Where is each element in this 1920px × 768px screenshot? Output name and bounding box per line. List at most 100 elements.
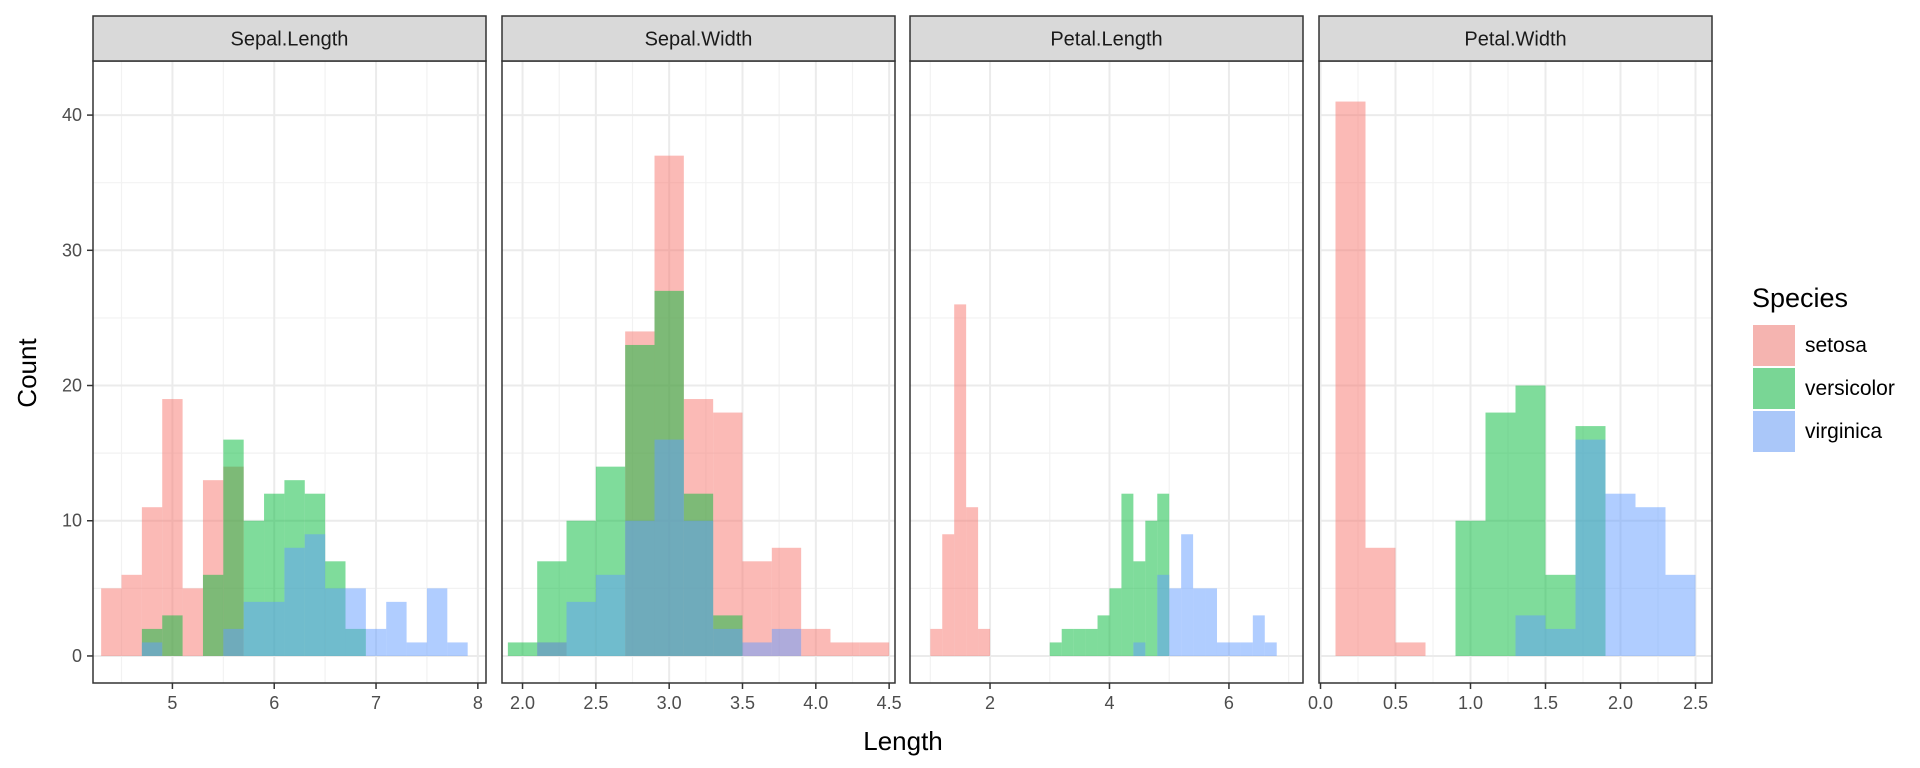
bar-versicolor <box>162 615 183 656</box>
bar-setosa <box>859 642 890 656</box>
legend-swatch <box>1753 325 1795 366</box>
bar-virginica <box>1575 439 1606 656</box>
y-tick-label: 0 <box>72 646 82 666</box>
bar-virginica <box>625 520 655 656</box>
bar-virginica <box>264 601 285 656</box>
x-tick-label: 6 <box>269 693 279 713</box>
bar-setosa <box>930 628 943 656</box>
bar-versicolor <box>1455 520 1486 656</box>
x-tick-label: 4.0 <box>803 693 828 713</box>
bar-versicolor <box>1145 520 1158 656</box>
bar-virginica <box>1169 588 1182 656</box>
bar-virginica <box>1264 642 1277 656</box>
bar-virginica <box>426 588 448 656</box>
facet-petal-length: Petal.Length 2 4 6 <box>909 15 1304 713</box>
x-tick-label: 1.0 <box>1458 693 1483 713</box>
x-axis-title: Length <box>863 726 943 756</box>
bar-virginica <box>1216 642 1229 656</box>
bar-setosa <box>1395 642 1426 656</box>
bar-virginica <box>566 601 596 656</box>
bar-virginica <box>386 601 407 656</box>
x-tick-label: 0.0 <box>1308 693 1333 713</box>
x-tick-label: 7 <box>371 693 381 713</box>
bar-virginica <box>1252 615 1265 656</box>
bar-virginica <box>1665 574 1696 656</box>
bar-versicolor <box>1097 615 1110 656</box>
legend-swatch <box>1753 368 1795 409</box>
facet-petal-width: Petal.Width 0.0 0.5 1.0 1.5 2.0 2.5 <box>1308 15 1713 713</box>
y-tick-label: 20 <box>62 376 82 396</box>
x-tick-label: 2 <box>985 693 995 713</box>
bar-setosa <box>121 574 142 656</box>
bar-virginica <box>406 642 427 656</box>
facet-strip <box>1318 15 1713 62</box>
bar-virginica <box>595 574 626 656</box>
y-axis: 0 10 20 30 40 <box>62 105 93 666</box>
bar-virginica <box>1515 615 1546 656</box>
bar-setosa <box>966 507 979 656</box>
facet-strip-label: Sepal.Length <box>231 29 349 51</box>
y-tick-label: 10 <box>62 511 82 531</box>
bar-setosa <box>182 588 203 656</box>
facet-sepal-length: Sepal.Length 5 6 7 8 <box>92 15 487 713</box>
bar-versicolor <box>1109 588 1122 656</box>
bar-setosa <box>978 628 991 656</box>
bar-virginica <box>1545 628 1576 656</box>
legend-item-versicolor: versicolor <box>1753 368 1895 409</box>
y-tick-label: 40 <box>62 105 82 125</box>
bar-versicolor <box>1515 385 1546 656</box>
x-tick-label: 2.0 <box>1608 693 1633 713</box>
bar-versicolor <box>1061 628 1074 656</box>
x-tick-label: 2.5 <box>1683 693 1708 713</box>
bar-versicolor <box>1073 628 1086 656</box>
facet-strip-label: Petal.Width <box>1464 29 1566 51</box>
legend-title: Species <box>1752 283 1848 313</box>
facet-strip <box>909 15 1304 62</box>
bar-virginica <box>345 588 366 656</box>
bar-virginica <box>243 601 265 656</box>
bar-versicolor <box>202 574 224 656</box>
facet-strip-label: Sepal.Width <box>645 29 753 51</box>
bar-virginica <box>284 547 305 656</box>
y-tick-label: 30 <box>62 240 82 260</box>
x-tick-label: 6 <box>1224 693 1234 713</box>
x-tick-label: 0.5 <box>1383 693 1408 713</box>
facet-panels: Sepal.Length 5 6 7 8 Sepal.Width 2.0 2.5 3.0 3.5 4… <box>92 15 1713 713</box>
x-tick-label: 1.5 <box>1533 693 1558 713</box>
bar-versicolor <box>537 561 567 656</box>
facet-strip-label: Petal.Length <box>1050 29 1162 51</box>
bar-virginica <box>1205 588 1217 656</box>
y-axis-title: Count <box>12 338 42 408</box>
legend-label: virginica <box>1805 420 1882 443</box>
bar-virginica <box>654 439 684 656</box>
bar-virginica <box>365 628 387 656</box>
legend-label: versicolor <box>1805 377 1895 400</box>
bar-setosa <box>801 628 831 656</box>
x-tick-label: 3.0 <box>657 693 682 713</box>
bar-setosa <box>942 534 955 656</box>
bar-versicolor <box>1085 628 1098 656</box>
x-tick-label: 3.5 <box>730 693 755 713</box>
legend-label: setosa <box>1805 334 1867 357</box>
bar-setosa <box>742 561 772 656</box>
bar-setosa <box>954 304 967 656</box>
bar-versicolor <box>1133 561 1146 656</box>
bar-setosa <box>1335 101 1366 656</box>
legend-swatch <box>1753 411 1795 452</box>
bar-setosa <box>1365 547 1396 656</box>
facet-sepal-width: Sepal.Width 2.0 2.5 3.0 3.5 4.0 4.5 <box>501 15 902 713</box>
bar-virginica <box>1133 642 1146 656</box>
bar-virginica <box>447 642 468 656</box>
x-tick-label: 4.5 <box>877 693 902 713</box>
bar-virginica <box>1181 534 1194 656</box>
bar-virginica <box>1228 642 1241 656</box>
x-tick-label: 2.5 <box>583 693 608 713</box>
bar-versicolor <box>223 439 244 656</box>
bar-virginica <box>304 534 326 656</box>
bar-versicolor <box>1485 412 1516 656</box>
bar-virginica <box>325 588 346 656</box>
legend: Species setosa versicolor virginica <box>1752 283 1895 452</box>
bar-virginica <box>683 520 714 656</box>
x-tick-label: 2.0 <box>510 693 535 713</box>
